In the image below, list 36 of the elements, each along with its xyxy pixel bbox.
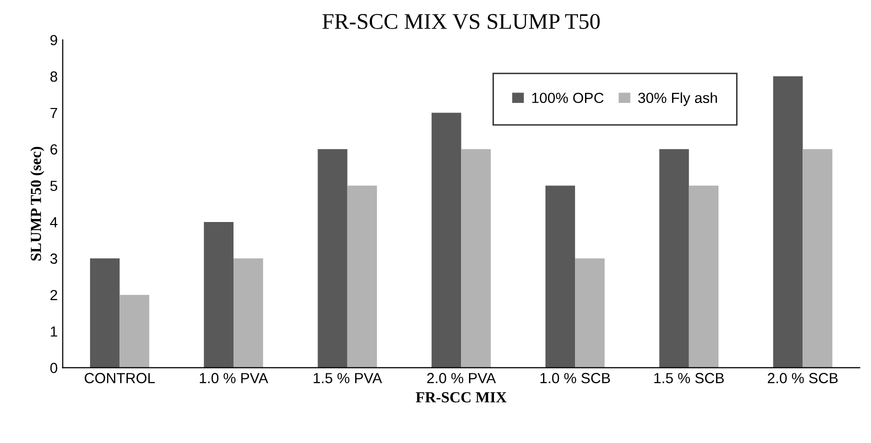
- chart-title: FR-SCC MIX VS SLUMP T50: [322, 14, 600, 30]
- bar: [233, 258, 264, 368]
- bar: [575, 258, 605, 368]
- x-tick-label: CONTROL: [84, 372, 155, 384]
- x-tick-label: 1.5 % PVA: [314, 373, 382, 384]
- bar: [347, 186, 377, 368]
- x-tick-label: 2.0 % SCB: [768, 372, 838, 384]
- x-tick-label: 1.5 % SCB: [654, 372, 724, 384]
- bar: [90, 258, 120, 368]
- y-tick-label: 5: [50, 180, 58, 191]
- bar: [773, 76, 803, 368]
- bar: [204, 222, 234, 368]
- y-tick-label: 9: [50, 34, 58, 46]
- x-axis-title: FR-SCC MIX: [416, 392, 507, 402]
- y-tick-label: 4: [50, 217, 58, 228]
- legend-label: 30% Fly ash: [638, 92, 717, 106]
- y-tick-label: 2: [50, 290, 58, 300]
- y-tick-label: 6: [50, 144, 58, 155]
- x-tick-label: 1.0 % PVA: [200, 372, 268, 384]
- bar: [659, 149, 689, 368]
- y-tick-label: 1: [50, 326, 58, 337]
- bar: [461, 149, 491, 368]
- y-tick-label: 3: [50, 254, 58, 264]
- y-tick-label: 0: [50, 362, 58, 374]
- legend-label: 100% OPC: [532, 92, 604, 104]
- bar: [802, 149, 832, 368]
- bar: [688, 186, 718, 368]
- x-tick-label: 2.0 % PVA: [427, 372, 496, 384]
- bar: [545, 186, 576, 368]
- x-tick-label: 1.0 % SCB: [540, 372, 610, 384]
- y-tick-label: 7: [50, 108, 58, 118]
- y-tick-label: 8: [50, 71, 58, 82]
- y-axis-title: SLUMP T50 (sec): [30, 146, 44, 261]
- bar: [318, 149, 348, 368]
- bar: [120, 294, 150, 368]
- bar: [432, 112, 462, 368]
